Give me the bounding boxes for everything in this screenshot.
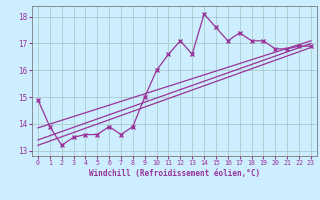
X-axis label: Windchill (Refroidissement éolien,°C): Windchill (Refroidissement éolien,°C) [89, 169, 260, 178]
